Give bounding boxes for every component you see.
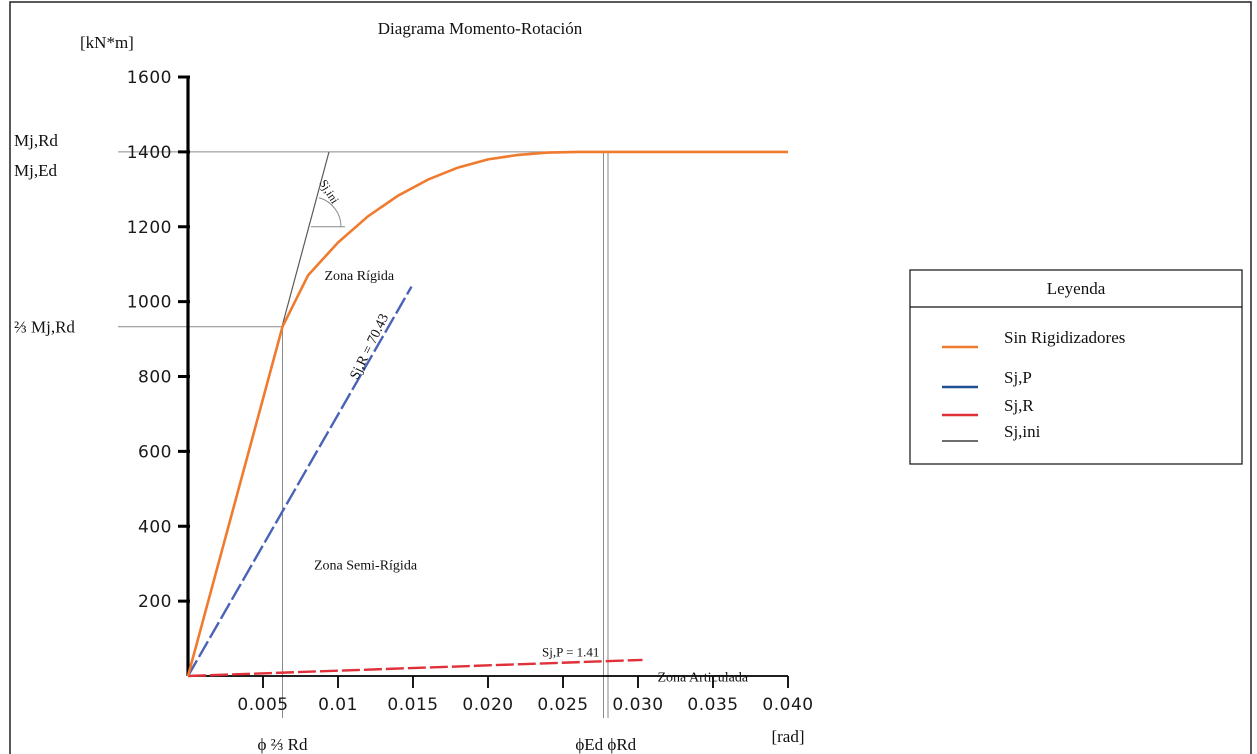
series-line-sj-p (186, 286, 413, 677)
zona-rigida-label: Zona Rígida (325, 269, 395, 284)
legend-items: Sin Rigidizadores Sj,P Sj,R Sj,ini (942, 328, 1125, 442)
zona-articulada-label: Zona Articulada (658, 671, 749, 686)
y-tick-label: 1600 (127, 68, 172, 88)
mjrd-label: Mj,Rd (14, 131, 58, 150)
legend-item-label: Sj,P (1004, 368, 1032, 387)
x-tick-label: 0.040 (762, 695, 813, 715)
zona-semi-rigida-label: Zona Semi-Rígida (314, 559, 418, 574)
legend: Leyenda Sin Rigidizadores Sj,P Sj,R Sj,ini (909, 269, 1243, 465)
x-tick-label: 0.030 (612, 695, 663, 715)
y-tick-label: 1200 (127, 218, 172, 238)
legend-item-label: Sj,ini (1004, 422, 1041, 441)
phi-two-thirds-label: ϕ ⅔ Rd (257, 735, 308, 754)
x-tick-label: 0.025 (537, 695, 588, 715)
y-tick-label: 800 (138, 368, 172, 388)
x-axis-label: [rad] (771, 727, 804, 746)
legend-title: Leyenda (1047, 279, 1106, 298)
legend-box (909, 269, 1243, 465)
series-line-sj-r (187, 658, 643, 678)
series-line-sin-rigidizadores (186, 150, 788, 677)
x-tick-label: 0.01 (318, 695, 358, 715)
x-tick-label: 0.035 (687, 695, 738, 715)
x-tick-label: 0.015 (387, 695, 438, 715)
x-tick-label: 0.005 (237, 695, 288, 715)
mjed-label: Mj,Ed (14, 161, 57, 180)
phi-ed-phi-rd-label: ϕEd ϕRd (575, 735, 636, 754)
y-axis-label: [kN*m] (80, 33, 134, 52)
y-tick-label: 600 (138, 442, 172, 462)
x-tick-label: 0.020 (462, 695, 513, 715)
sjp-value-label: Sj,P = 1.41 (542, 645, 599, 660)
two-thirds-mjrd-label: ⅔ Mj,Rd (14, 318, 75, 337)
legend-item-label: Sin Rigidizadores (1004, 328, 1125, 347)
y-tick-label: 400 (138, 517, 172, 537)
y-tick-label: 1000 (127, 293, 172, 313)
y-tick-label: 200 (138, 592, 172, 612)
sjini-angle-arc (318, 197, 342, 227)
legend-item-label: Sj,R (1004, 396, 1034, 415)
y-tick-label: 1400 (127, 143, 172, 163)
chart-title: Diagrama Momento-Rotación (378, 19, 583, 38)
